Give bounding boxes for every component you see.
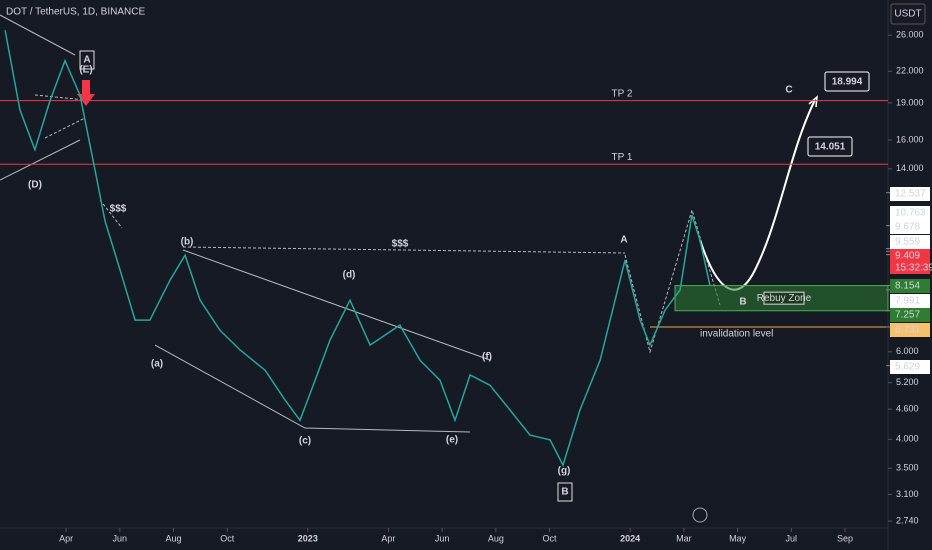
x-tick-label: Apr (59, 533, 73, 543)
x-tick-label: Sep (837, 533, 853, 543)
x-tick-label: Aug (166, 533, 182, 543)
wave-box (557, 482, 573, 502)
price-badge-label: 10.763 (895, 208, 926, 219)
price-badge (890, 249, 930, 274)
price-badge-label: 9.678 (895, 222, 920, 233)
price-badge (890, 294, 930, 308)
price-line (4, 30, 711, 468)
wave-label: (b) (181, 237, 194, 248)
price-badge-label: 5.629 (895, 362, 920, 373)
zone-label: Rebuy Zone (757, 293, 812, 304)
x-tick-label: Mar (676, 533, 692, 543)
wave-box (79, 50, 95, 70)
wave-label: B (739, 297, 746, 308)
x-tick-label: 2024 (620, 533, 640, 543)
price-badge-label: 9.409 (895, 251, 920, 262)
price-badge (890, 360, 930, 374)
unit-box (890, 3, 926, 25)
y-tick-label: 4.000 (896, 434, 919, 444)
y-tick-label: 14.000 (896, 163, 924, 173)
x-tick-label: Oct (543, 533, 558, 543)
y-tick-label: 16.000 (896, 134, 924, 144)
x-tick-label: Jun (113, 533, 128, 543)
wave-label: (f) (482, 352, 492, 363)
target-label: 14.051 (815, 142, 846, 153)
y-tick-label: 19.000 (896, 97, 924, 107)
level-label: TP 2 (612, 88, 633, 99)
wave-label: (e) (446, 435, 458, 446)
price-badge (890, 308, 930, 322)
y-tick-label: 3.500 (896, 463, 919, 473)
y-tick-label: 22.000 (896, 66, 924, 76)
y-tick-label: 5.200 (896, 377, 919, 387)
price-badge-label: 6.731 (895, 325, 920, 336)
y-tick-label: 2.740 (896, 515, 919, 525)
target-label: 18.994 (832, 77, 863, 88)
wave-label: (E) (79, 65, 92, 76)
price-badge-label: 9.559 (895, 237, 920, 248)
x-tick-label: Oct (220, 533, 235, 543)
x-tick-label: Jun (435, 533, 450, 543)
wave-label: B (561, 487, 568, 498)
y-tick-label: 3.100 (896, 489, 919, 499)
price-badge-label: 12.537 (895, 189, 926, 200)
event-icon (692, 507, 708, 523)
wave-label: $$$ (110, 204, 127, 215)
price-badge (890, 220, 930, 234)
x-tick-label: 2023 (298, 533, 318, 543)
wave-label: (d) (343, 270, 356, 281)
wave-label: (D) (28, 180, 42, 191)
invalidation-label: invalidation level (700, 329, 773, 340)
wave-label: A (83, 55, 90, 66)
price-badge (890, 279, 930, 293)
zone-label-box (763, 291, 805, 305)
price-badge-label: 7.991 (895, 296, 920, 307)
x-tick-label: May (729, 533, 747, 543)
wave-label: (c) (299, 436, 311, 447)
x-tick-label: Aug (488, 533, 504, 543)
x-tick-label: Jul (786, 533, 798, 543)
arrow-head (808, 95, 818, 108)
target-box (824, 71, 870, 92)
y-tick-label: 4.600 (896, 404, 919, 414)
x-tick-label: Apr (381, 533, 395, 543)
target-box (807, 136, 853, 157)
countdown: 15:32:39 (895, 263, 932, 274)
wave-label: C (785, 85, 792, 96)
axis: 26.000 22.000 19.000 16.000 14.000 6.000 5.200… (59, 30, 923, 544)
wave-label: (g) (558, 466, 571, 477)
projection (699, 99, 816, 291)
unit: USDT (894, 9, 921, 20)
level-label: TP 1 (612, 152, 633, 163)
price-badge (890, 323, 930, 337)
wave-label: (a) (151, 359, 163, 370)
y-tick-label: 6.000 (896, 346, 919, 356)
wave-label: A (620, 235, 627, 246)
price-badge (890, 235, 930, 249)
price-badge-label: 8.154 (895, 281, 920, 292)
price-badge (890, 206, 930, 220)
chart-title: DOT / TetherUS, 1D, BINANCE (6, 7, 145, 18)
price-badge-label: 7.257 (895, 310, 920, 321)
wave-label: $$$ (392, 239, 409, 250)
y-tick-label: 26.000 (896, 30, 924, 40)
price-badge (890, 187, 930, 201)
